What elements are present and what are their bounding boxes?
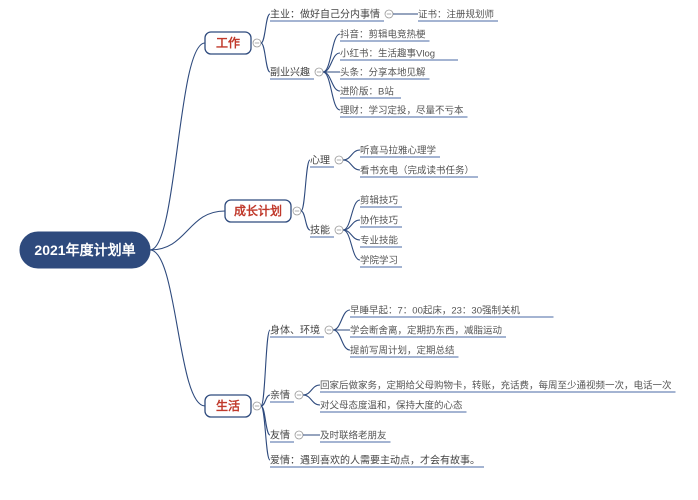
leaf-label[interactable]: 早睡早起：7：00起床，23：30强制关机 bbox=[350, 305, 520, 317]
leaf-label[interactable]: 头条：分享本地见解 bbox=[340, 67, 426, 79]
leaf-label[interactable]: 及时联络老朋友 bbox=[320, 430, 387, 442]
edge bbox=[323, 72, 340, 91]
leaf-label[interactable]: 专业技能 bbox=[360, 235, 399, 247]
edge bbox=[261, 330, 270, 406]
sub-label[interactable]: 友情 bbox=[270, 429, 290, 442]
edge bbox=[150, 250, 205, 406]
sub-label[interactable]: 身体、环境 bbox=[270, 324, 320, 337]
edge bbox=[343, 160, 360, 170]
leaf-label[interactable]: 协作技巧 bbox=[360, 215, 399, 227]
edge bbox=[323, 34, 340, 72]
edge bbox=[333, 330, 350, 350]
edge bbox=[301, 160, 310, 211]
branch-label: 工作 bbox=[216, 35, 240, 50]
leaf-label[interactable]: 进阶版：B站 bbox=[340, 86, 394, 98]
sub-label[interactable]: 亲情 bbox=[270, 389, 290, 402]
leaf-label[interactable]: 理财：学习定投，尽量不亏本 bbox=[340, 105, 464, 117]
leaf-label[interactable]: 证书：注册规划师 bbox=[418, 9, 494, 21]
sub-label[interactable]: 主业：做好自己分内事情 bbox=[270, 8, 380, 21]
mindmap-canvas: 2021年度计划单 工作 主业：做好自己分内事情 证书：注册规划师副业兴趣 抖音：剪辑电… bbox=[0, 0, 698, 500]
leaf-label[interactable]: 听喜马拉雅心理学 bbox=[360, 145, 436, 157]
branch-label: 生活 bbox=[216, 398, 240, 413]
edge bbox=[323, 53, 340, 72]
sub-label[interactable]: 副业兴趣 bbox=[270, 66, 310, 79]
sub-label[interactable]: 爱情：遇到喜欢的人需要主动点，才会有故事。 bbox=[270, 454, 480, 467]
edge bbox=[323, 72, 340, 110]
branch-label: 成长计划 bbox=[234, 203, 282, 218]
leaf-label[interactable]: 提前写周计划，定期总结 bbox=[350, 345, 455, 357]
edge bbox=[261, 14, 270, 43]
root-label: 2021年度计划单 bbox=[34, 242, 135, 258]
edge bbox=[150, 43, 205, 250]
edge bbox=[303, 395, 320, 405]
sub-label[interactable]: 心理 bbox=[310, 155, 330, 167]
leaf-label[interactable]: 看书充电（完成读书任务） bbox=[360, 165, 474, 177]
leaf-label[interactable]: 回家后做家务，定期给父母购物卡，转账，充话费，每周至少通视频一次，电话一次 bbox=[320, 380, 672, 392]
sub-label[interactable]: 技能 bbox=[310, 224, 330, 237]
leaf-label[interactable]: 抖音：剪辑电竞热梗 bbox=[340, 29, 426, 41]
edge bbox=[303, 385, 320, 395]
leaf-label[interactable]: 小红书：生活趣事Vlog bbox=[340, 48, 435, 60]
edge bbox=[150, 211, 225, 250]
edge bbox=[343, 150, 360, 160]
leaf-label[interactable]: 对父母态度温和，保持大度的心态 bbox=[320, 400, 463, 412]
leaf-label[interactable]: 学会断舍离，定期扔东西，减脂运动 bbox=[350, 325, 502, 337]
leaf-label[interactable]: 学院学习 bbox=[360, 255, 398, 267]
leaf-label[interactable]: 剪辑技巧 bbox=[360, 195, 399, 207]
edge bbox=[261, 43, 270, 72]
edge bbox=[333, 310, 350, 330]
edge bbox=[301, 211, 310, 230]
